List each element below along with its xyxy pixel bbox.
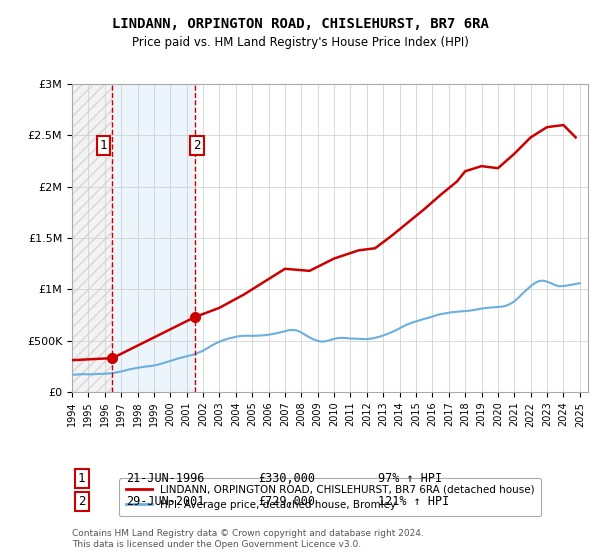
Text: 21-JUN-1996: 21-JUN-1996 [126,472,205,486]
Text: 29-JUN-2001: 29-JUN-2001 [126,494,205,508]
Text: 121% ↑ HPI: 121% ↑ HPI [378,494,449,508]
Text: 97% ↑ HPI: 97% ↑ HPI [378,472,442,486]
Text: Contains HM Land Registry data © Crown copyright and database right 2024.
This d: Contains HM Land Registry data © Crown c… [72,529,424,549]
Text: 2: 2 [78,494,86,508]
Text: 2: 2 [193,139,201,152]
Text: Price paid vs. HM Land Registry's House Price Index (HPI): Price paid vs. HM Land Registry's House … [131,36,469,49]
Legend: LINDANN, ORPINGTON ROAD, CHISLEHURST, BR7 6RA (detached house), HPI: Average pri: LINDANN, ORPINGTON ROAD, CHISLEHURST, BR… [119,478,541,516]
Text: £729,000: £729,000 [258,494,315,508]
Bar [112,84,194,392]
Bar [72,84,112,392]
Text: 1: 1 [78,472,86,486]
Text: £330,000: £330,000 [258,472,315,486]
Text: 1: 1 [100,139,107,152]
Text: LINDANN, ORPINGTON ROAD, CHISLEHURST, BR7 6RA: LINDANN, ORPINGTON ROAD, CHISLEHURST, BR… [112,17,488,31]
